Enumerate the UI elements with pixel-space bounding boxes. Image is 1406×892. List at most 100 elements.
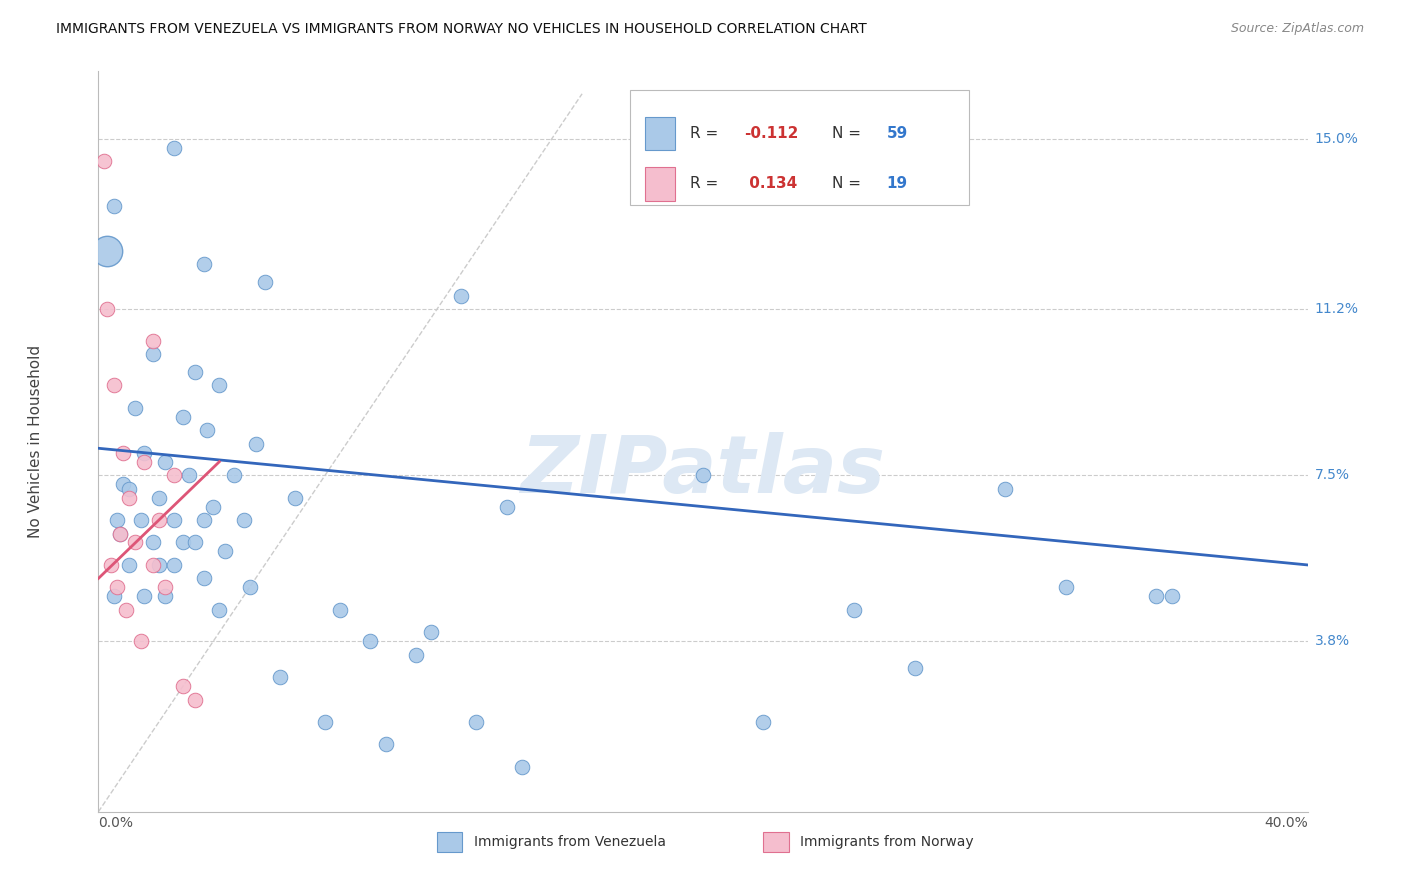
Point	[142, 334, 165, 348]
Bar	[437, 832, 463, 852]
Bar	[645, 168, 675, 201]
Point	[153, 455, 176, 469]
Point	[118, 558, 141, 572]
Point	[232, 513, 254, 527]
Point	[142, 558, 165, 572]
Text: N =: N =	[832, 177, 866, 192]
Point	[752, 714, 775, 729]
Text: 59: 59	[887, 126, 908, 141]
Point	[510, 760, 533, 774]
Point	[129, 513, 152, 527]
Text: ZIPatlas: ZIPatlas	[520, 432, 886, 510]
Point	[163, 558, 186, 572]
Point	[114, 603, 136, 617]
Point	[153, 590, 176, 604]
Point	[692, 468, 714, 483]
Point	[360, 634, 382, 648]
Text: 19: 19	[887, 177, 908, 192]
Text: 0.0%: 0.0%	[98, 816, 134, 830]
Point	[184, 692, 207, 706]
Text: R =: R =	[690, 126, 723, 141]
Point	[420, 625, 443, 640]
Point	[329, 603, 352, 617]
Point	[153, 580, 176, 594]
Point	[239, 580, 262, 594]
Point	[124, 401, 146, 415]
Point	[208, 378, 231, 392]
Text: Immigrants from Norway: Immigrants from Norway	[800, 835, 973, 849]
Point	[124, 535, 146, 549]
Text: IMMIGRANTS FROM VENEZUELA VS IMMIGRANTS FROM NORWAY NO VEHICLES IN HOUSEHOLD COR: IMMIGRANTS FROM VENEZUELA VS IMMIGRANTS …	[56, 22, 868, 37]
Point	[132, 446, 155, 460]
Text: No Vehicles in Household: No Vehicles in Household	[28, 345, 42, 538]
Point	[103, 199, 125, 213]
Point	[193, 513, 215, 527]
Point	[108, 526, 131, 541]
Text: N =: N =	[832, 126, 866, 141]
Point	[193, 571, 215, 585]
Point	[96, 244, 118, 258]
Point	[96, 302, 118, 317]
Bar	[645, 117, 675, 150]
Point	[163, 513, 186, 527]
Point	[193, 257, 215, 271]
Point	[105, 513, 128, 527]
Point	[994, 482, 1017, 496]
Text: -0.112: -0.112	[744, 126, 799, 141]
Point	[103, 590, 125, 604]
Point	[1160, 590, 1182, 604]
Text: R =: R =	[690, 177, 723, 192]
Point	[148, 491, 170, 505]
Point	[1144, 590, 1167, 604]
Point	[465, 714, 488, 729]
Point	[202, 500, 225, 514]
Point	[172, 679, 194, 693]
Text: 40.0%: 40.0%	[1264, 816, 1308, 830]
Point	[245, 437, 267, 451]
Point	[108, 526, 131, 541]
Text: Immigrants from Venezuela: Immigrants from Venezuela	[474, 835, 665, 849]
Point	[105, 580, 128, 594]
Point	[132, 455, 155, 469]
Text: 11.2%: 11.2%	[1315, 302, 1358, 316]
Text: 7.5%: 7.5%	[1315, 468, 1350, 483]
Point	[374, 738, 396, 752]
Point	[111, 446, 134, 460]
Point	[184, 535, 207, 549]
Point	[172, 535, 194, 549]
Point	[269, 670, 291, 684]
Point	[111, 477, 134, 491]
Text: 3.8%: 3.8%	[1315, 634, 1350, 648]
Text: 0.134: 0.134	[744, 177, 797, 192]
Point	[1054, 580, 1077, 594]
Point	[142, 535, 165, 549]
Point	[405, 648, 427, 662]
Point	[195, 423, 218, 437]
Point	[224, 468, 246, 483]
Point	[163, 141, 186, 155]
Point	[179, 468, 201, 483]
Text: 15.0%: 15.0%	[1315, 132, 1358, 145]
Point	[118, 482, 141, 496]
Point	[284, 491, 307, 505]
Point	[450, 289, 472, 303]
Point	[93, 154, 115, 169]
Point	[314, 714, 336, 729]
Point	[100, 558, 122, 572]
Text: Source: ZipAtlas.com: Source: ZipAtlas.com	[1230, 22, 1364, 36]
FancyBboxPatch shape	[630, 90, 969, 204]
Point	[208, 603, 231, 617]
Point	[253, 275, 276, 289]
Point	[214, 544, 236, 558]
Point	[118, 491, 141, 505]
Point	[184, 365, 207, 379]
Bar	[763, 832, 789, 852]
Point	[142, 347, 165, 361]
Point	[148, 558, 170, 572]
Point	[172, 409, 194, 424]
Point	[103, 378, 125, 392]
Point	[148, 513, 170, 527]
Point	[129, 634, 152, 648]
Point	[163, 468, 186, 483]
Point	[132, 590, 155, 604]
